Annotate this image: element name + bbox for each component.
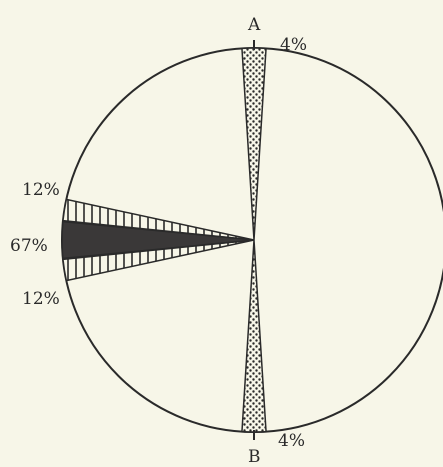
wedge-upper-hatch <box>62 239 255 282</box>
wedge-lower-hatch <box>62 198 255 241</box>
label-b: B <box>248 447 261 467</box>
wedge-solid <box>61 220 255 260</box>
value-label-solid: 67% <box>10 236 48 256</box>
value-label-upper-hatch: 12% <box>22 180 60 200</box>
value-label-lower-hatch: 12% <box>22 289 60 309</box>
value-label-a: 4% <box>280 35 307 55</box>
value-label-b: 4% <box>278 431 305 451</box>
label-a: A <box>247 15 261 35</box>
